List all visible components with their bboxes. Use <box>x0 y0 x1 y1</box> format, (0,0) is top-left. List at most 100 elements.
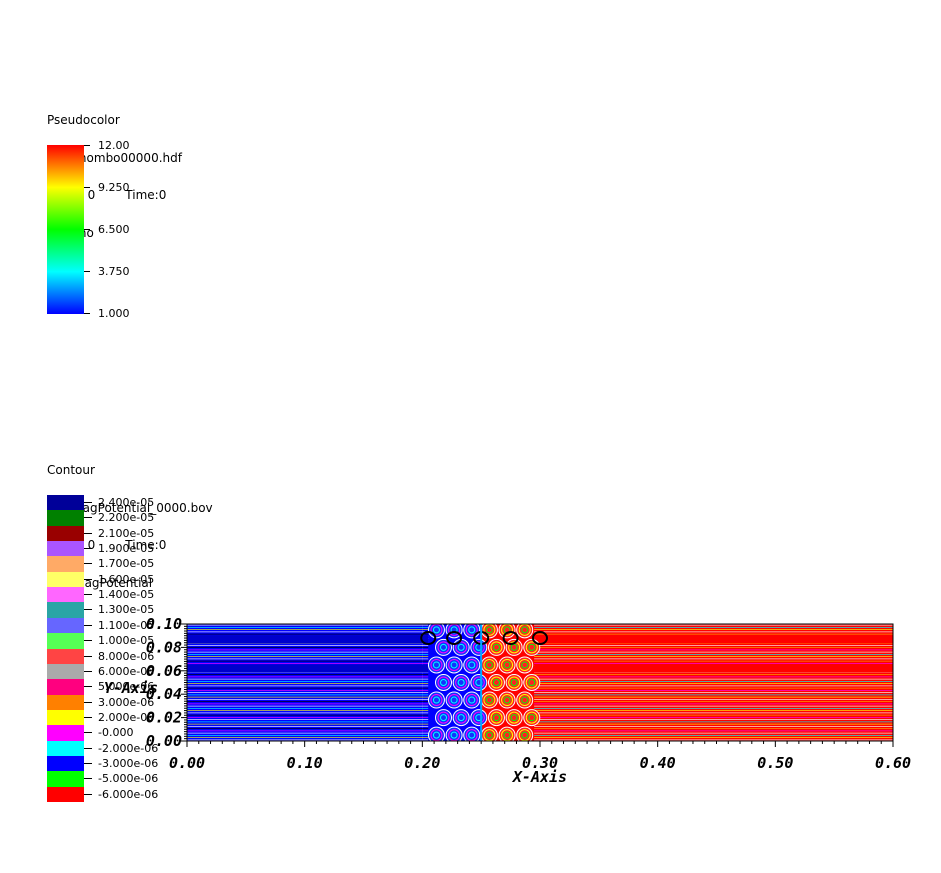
vortex-ring <box>472 641 485 654</box>
vortex-ring <box>521 661 529 669</box>
contour-level-label: 2.200e-05 <box>98 511 155 524</box>
vortex-core-ring <box>420 631 437 646</box>
contour-level-tick <box>84 763 92 764</box>
vortex-ring <box>430 658 443 671</box>
vortex-ring <box>483 658 496 671</box>
contour-level-tick <box>84 579 92 580</box>
vortex-ring <box>490 711 503 724</box>
x-tick-label: 0.40 <box>640 754 676 772</box>
contour-level-tick <box>84 548 92 549</box>
contour-level-tick <box>84 717 92 718</box>
vortex-ring <box>437 676 450 689</box>
contour-level-tick <box>84 563 92 564</box>
vortex-ring <box>518 658 531 671</box>
contour-level-swatch <box>47 510 84 526</box>
contour-level-swatch <box>47 725 84 741</box>
contour-level-tick <box>84 748 92 749</box>
vortex-ring <box>440 643 448 651</box>
contour-level-tick <box>84 517 92 518</box>
vortex-ring <box>440 679 448 686</box>
vortex-ring <box>485 696 493 704</box>
contour-level-tick <box>84 502 92 503</box>
vortex-ring <box>528 643 536 651</box>
contour-level-swatch <box>47 771 84 787</box>
contour-level-tick <box>84 778 92 779</box>
vortex-ring <box>501 658 514 671</box>
contour-level-label: 2.400e-05 <box>98 496 155 509</box>
contour-level-label: -2.000e-06 <box>98 742 159 755</box>
vortex-ring <box>455 676 468 689</box>
contour-level-tick <box>84 533 92 534</box>
pseudocolor-tick-label: 9.250 <box>98 181 130 194</box>
vortex-ring <box>508 711 521 724</box>
axis-layer: 0.00 0.10 0.20 0.30 0.40 0.50 0.60 X-Axis 0.00 0.… <box>104 615 911 786</box>
vortex-ring <box>457 714 465 722</box>
vortex-ring <box>432 626 440 634</box>
contour-level-swatch <box>47 572 84 587</box>
contour-level-swatch <box>47 587 84 602</box>
y-tick-label: 0.04 <box>146 685 182 703</box>
x-tick-label: 0.60 <box>875 754 911 772</box>
contour-level-tick <box>84 656 92 657</box>
field-region <box>540 624 893 741</box>
contour-level-label: 1.300e-05 <box>98 603 155 616</box>
vortex-ring <box>490 676 503 689</box>
x-tick-label: 0.00 <box>169 754 205 772</box>
pseudocolor-color-bar <box>47 145 84 314</box>
vortex-ring <box>430 694 443 707</box>
contour-level-label: -6.000e-06 <box>98 788 159 801</box>
contour-level-label: 6.000e-06 <box>98 665 155 678</box>
vortex-ring <box>450 731 458 739</box>
vortex-ring <box>450 661 458 669</box>
vortex-outer <box>516 624 534 639</box>
vortex-ring <box>492 643 500 651</box>
vortex-ring <box>472 711 485 724</box>
vortex-ring <box>483 694 496 707</box>
contour-level-label: -5.000e-06 <box>98 772 159 785</box>
vortex-ring <box>510 643 518 651</box>
vortex-ring <box>465 658 478 671</box>
contour-level-label: 1.700e-05 <box>98 557 155 570</box>
vortex-ring <box>468 626 476 634</box>
vortex-ring <box>448 694 461 707</box>
vortex-ring <box>432 731 440 739</box>
y-tick-label: 0.00 <box>146 732 182 750</box>
contour-level-label: 3.000e-06 <box>98 696 155 709</box>
pseudocolor-tick-label: 6.500 <box>98 223 130 236</box>
contour-level-label: 1.000e-05 <box>98 634 155 647</box>
vortex-ring <box>525 711 538 724</box>
field-region <box>187 624 423 741</box>
vortex-ring <box>492 714 500 722</box>
contour-level-tick <box>84 625 92 626</box>
vortex-core-ring <box>502 631 519 646</box>
vortex-ring <box>528 714 536 722</box>
x-tick-label: 0.30 <box>522 754 558 772</box>
pseudocolor-tick <box>84 229 90 230</box>
contour-level-tick <box>84 594 92 595</box>
x-axis-label: X-Axis <box>511 768 567 786</box>
vortex-ring <box>465 694 478 707</box>
vortex-ring <box>501 694 514 707</box>
y-tick-label: 0.08 <box>146 638 182 656</box>
pseudocolor-tick <box>84 313 90 314</box>
pseudocolor-tick <box>84 145 90 146</box>
contour-band-left <box>187 635 429 644</box>
y-tick-label: 0.06 <box>146 662 182 680</box>
vortex-core-ring <box>446 631 463 646</box>
vortex-ring <box>432 661 440 669</box>
contour-level-label: 1.100e-05 <box>98 619 155 632</box>
contour-level-swatch <box>47 664 84 679</box>
vortex-ring <box>503 696 511 704</box>
vortex-outer <box>498 624 516 639</box>
field-layer <box>187 624 893 741</box>
vortex-ring <box>468 661 476 669</box>
vortex-ring <box>492 679 500 686</box>
vortex-ring <box>518 694 531 707</box>
y-axis-label: Y-Axis <box>104 679 158 697</box>
contour-level-swatch <box>47 495 84 510</box>
vortex-ring <box>437 711 450 724</box>
contour-level-label: 2.000e-06 <box>98 711 155 724</box>
contour-level-swatch <box>47 633 84 649</box>
contour-level-label: 1.600e-05 <box>98 573 155 586</box>
